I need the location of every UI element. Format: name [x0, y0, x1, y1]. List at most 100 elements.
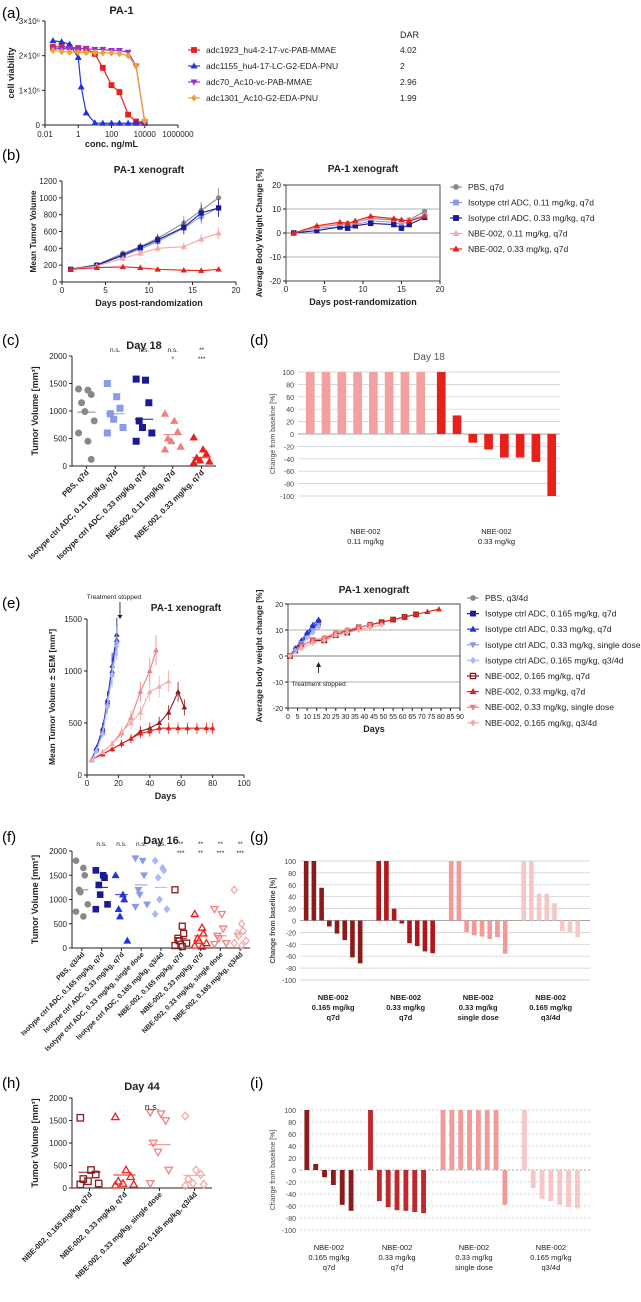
data-point — [116, 404, 124, 412]
data-point — [72, 908, 80, 915]
y-tick-label: 0 — [78, 771, 83, 780]
x-tick-label: 1000000 — [162, 130, 194, 139]
data-point — [137, 264, 144, 270]
data-point — [309, 621, 316, 627]
x-tick-label: 45 — [370, 714, 378, 721]
data-point — [198, 235, 205, 242]
x-tick-label: 20 — [114, 779, 123, 788]
data-point — [173, 427, 182, 435]
y-tick-label: -100 — [282, 1228, 296, 1235]
data-point — [315, 616, 322, 622]
data-point — [181, 1111, 190, 1121]
legend-dar: 2.96 — [400, 77, 417, 87]
waterfall-bar — [539, 1170, 545, 1199]
x-tick-label: 60 — [399, 714, 407, 721]
group-label: NBE-002 — [350, 527, 380, 536]
waterfall-bar — [458, 1110, 464, 1170]
y-tick-label: 40 — [288, 895, 296, 902]
data-point — [196, 1169, 205, 1180]
data-point — [83, 48, 90, 57]
group-dose: 0.165 mg/kg — [529, 1003, 572, 1012]
legend-marker — [453, 184, 459, 190]
waterfall-bar — [321, 372, 331, 434]
group-schedule: q3/4d — [541, 1263, 560, 1272]
data-point — [190, 940, 200, 949]
x-tick-label: 5 — [296, 714, 300, 721]
y-axis-label: cell viability — [6, 47, 16, 98]
data-point — [58, 47, 65, 56]
data-point — [107, 119, 116, 126]
y-tick-label: -100 — [280, 494, 294, 501]
y-tick-label: -20 — [286, 1180, 296, 1187]
significance-label: n.s. — [139, 347, 150, 354]
y-tick-label: 1200 — [39, 177, 57, 186]
legend-dar: 1.99 — [400, 93, 417, 103]
group-label: NBE-002 — [390, 993, 421, 1002]
chart-f-day16-scatter: Day 16 0 500 1000 1500 2000 Tumor Volume [mm³]… — [20, 835, 250, 1053]
data-point — [216, 205, 222, 211]
data-point — [156, 725, 163, 731]
data-point — [101, 874, 108, 881]
waterfall-bar — [440, 1110, 446, 1170]
data-point — [75, 48, 82, 56]
data-point — [333, 632, 339, 639]
waterfall-bar — [456, 861, 462, 921]
data-point — [175, 688, 181, 694]
x-axis-label: Days post-randomization — [95, 298, 203, 308]
data-point — [94, 1179, 103, 1188]
y-tick-label: 100 — [282, 370, 294, 377]
data-point — [76, 1180, 85, 1189]
waterfall-bar — [319, 887, 324, 921]
y-tick-label: 0 — [53, 278, 58, 287]
data-point — [239, 926, 247, 936]
data-point — [142, 376, 150, 384]
y-tick-label: 500 — [54, 1162, 68, 1171]
x-tick-label: 65 — [408, 714, 416, 721]
waterfall-bar — [400, 372, 410, 434]
x-tick-label: 10 — [303, 714, 311, 721]
data-point — [118, 1178, 128, 1187]
data-point — [110, 1111, 121, 1121]
chart-title: PA-1 xenograft — [114, 165, 185, 176]
data-point — [125, 111, 132, 118]
data-point — [356, 626, 362, 634]
data-point — [435, 606, 443, 612]
y-tick-label: 0 — [277, 229, 282, 238]
data-point — [84, 437, 92, 445]
y-axis-label: Change from baseline [%] — [270, 1130, 277, 1211]
chart-title: Day 18 — [126, 340, 161, 352]
waterfall-bar — [430, 920, 435, 954]
waterfall-bar — [464, 920, 469, 933]
significance-label: n.s. — [136, 841, 147, 848]
y-axis-label: Mean Tumor Volume — [28, 190, 38, 273]
y-tick-label: 40 — [288, 1144, 296, 1151]
category-label: Isotype ctrl ADC, 0.33 mg/kg, q7d — [43, 951, 126, 1034]
y-tick-label: 0 — [63, 1184, 68, 1193]
x-tick-label: 5 — [103, 286, 108, 295]
data-point — [154, 266, 161, 272]
category-label: NBE-002, 0.165 mg/kg, q3/4d — [121, 1190, 200, 1269]
waterfall-bar — [353, 372, 362, 434]
series-line-4 — [293, 215, 425, 234]
data-point — [123, 936, 132, 944]
data-point — [201, 938, 211, 947]
data-point — [138, 857, 147, 865]
waterfall-bar — [337, 372, 347, 434]
waterfall-bar — [529, 861, 534, 921]
y-tick-label: 20 — [286, 420, 294, 427]
legend-marker — [469, 625, 477, 632]
waterfall-bar — [557, 1170, 563, 1205]
legend-label: Isotype ctrl ADC, 0.33 mg/kg, q7d — [468, 213, 595, 223]
data-point — [310, 639, 316, 647]
data-point — [379, 621, 385, 628]
series-line-2 — [293, 216, 425, 234]
data-point — [74, 53, 82, 60]
data-point — [156, 1110, 166, 1119]
x-tick-label: 35 — [351, 714, 359, 721]
category-label: NBE-002, 0.33 mg/kg, q7d — [58, 1190, 129, 1261]
y-tick-label: 80 — [288, 1120, 296, 1127]
data-point — [178, 922, 186, 930]
data-point — [116, 49, 123, 58]
data-point — [146, 728, 153, 734]
data-point — [160, 1117, 171, 1126]
